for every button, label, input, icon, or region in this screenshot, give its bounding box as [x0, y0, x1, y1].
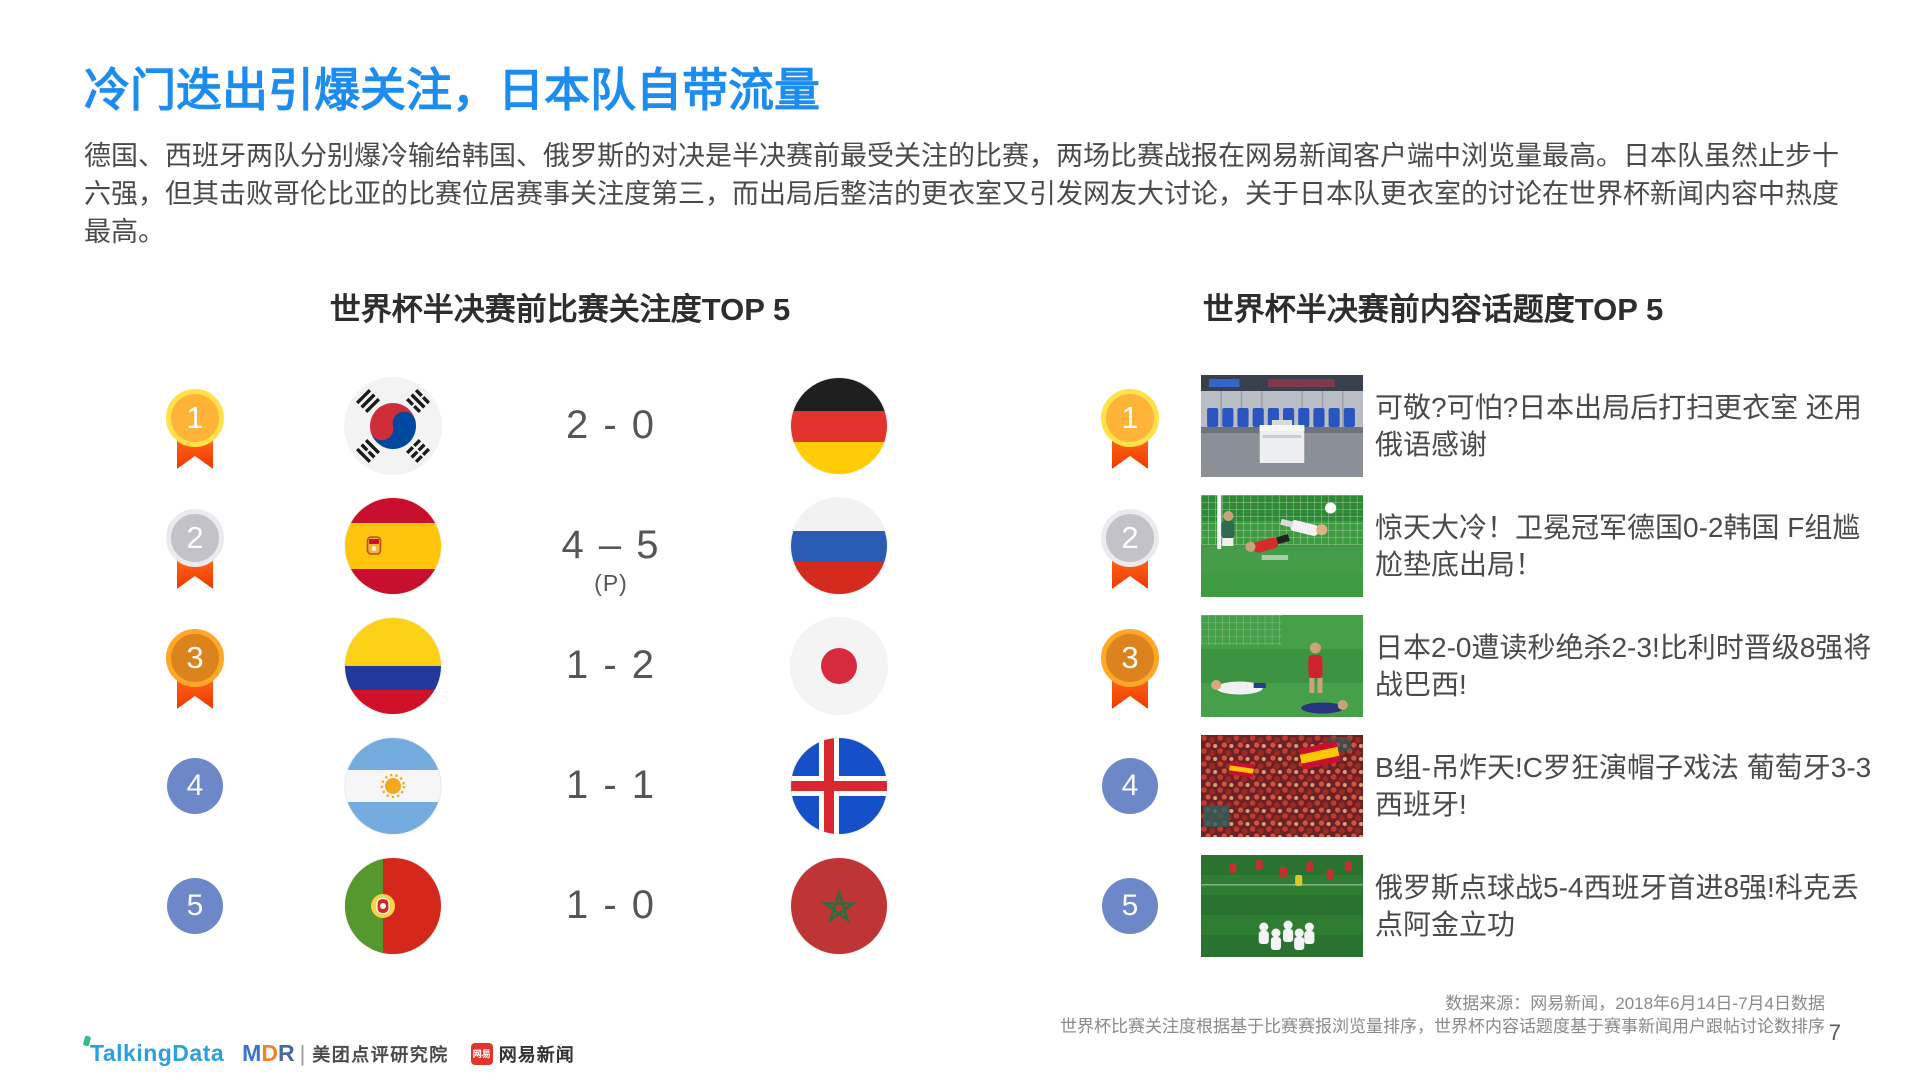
rank-number: 2	[186, 519, 204, 555]
rank-circle: 3	[1101, 628, 1159, 687]
rank-number: 1	[1121, 399, 1139, 435]
rank-medal-icon: 4	[1095, 757, 1165, 814]
match-score: 1 - 0	[565, 883, 657, 928]
news-headline: 俄罗斯点球战5-4西班牙首进8强!科克丢点阿金立功	[1375, 871, 1859, 940]
logo-divider: |	[299, 1040, 306, 1066]
talkingdata-logo: TalkingData	[84, 1040, 224, 1067]
rank-number: 4	[1121, 768, 1139, 802]
rank-medal-icon: 2	[1095, 508, 1165, 567]
netease-badge-icon: 网易	[470, 1042, 493, 1065]
rank-circle: 2	[1101, 508, 1159, 567]
rank-number: 1	[186, 399, 204, 435]
rank-circle: 5	[1102, 877, 1158, 934]
match-score: 1 - 1	[565, 763, 657, 808]
rank-number: 5	[186, 888, 204, 922]
topic-row: 3 日本2-0遭读秒绝杀2-3!比利时晋级8强将战巴西!	[1095, 606, 1901, 726]
match-score: 1 - 2	[565, 643, 657, 688]
flag-japan-icon	[791, 617, 887, 714]
match-row: 1 2 - 0	[130, 366, 930, 486]
match-row: 3 1 - 2	[130, 606, 930, 726]
rank-medal-icon: 1	[1095, 388, 1165, 447]
thumb-russia-celebration-image	[1201, 854, 1363, 957]
rank-medal-icon: 5	[1095, 877, 1165, 934]
rank-circle: 2	[166, 508, 224, 567]
data-source-note: 数据来源：网易新闻，2018年6月14日-7月4日数据 世界杯比赛关注度根据基于…	[1060, 992, 1825, 1038]
thumb-locker-room-image	[1201, 374, 1363, 477]
flag-germany-icon	[791, 377, 887, 474]
page-title: 冷门迭出引爆关注，日本队自带流量	[84, 64, 820, 116]
meituan-dianping-research-logo: MDR | 美团点评研究院	[242, 1040, 449, 1067]
topic-row: 2 惊天大冷！卫冕冠军德国0-2韩国 F组尴尬垫底出局！	[1095, 486, 1901, 606]
flag-south-korea-icon	[345, 377, 441, 474]
topic-panel: 世界杯半决赛前内容话题度TOP 5 1 可敬?可怕?日本出局后打扫更衣室 还用俄…	[1095, 291, 1901, 966]
match-row: 2 4 – 5 (P)	[130, 486, 930, 606]
rank-circle: 5	[167, 877, 223, 934]
mdr-logo-letters: MDR	[242, 1040, 294, 1067]
rank-circle: 3	[166, 628, 224, 687]
match-attention-panel: 世界杯半决赛前比赛关注度TOP 5 1 2 - 0 2 4 – 5 (P)	[130, 291, 930, 966]
flag-iceland-icon	[791, 737, 887, 834]
topic-row: 5 俄罗斯点球战5-4西班牙首进8强!科克丢点阿金立功	[1095, 846, 1901, 966]
rank-medal-icon: 3	[160, 628, 230, 687]
rank-circle: 4	[167, 757, 223, 814]
mdr-letter: R	[277, 1040, 295, 1066]
footer-logos: TalkingData MDR | 美团点评研究院 网易 网易新闻	[84, 1040, 575, 1067]
score-box: 1 - 1	[486, 763, 736, 808]
flag-colombia-icon	[345, 617, 441, 714]
news-headline: 可敬?可怕?日本出局后打扫更衣室 还用俄语感谢	[1375, 391, 1862, 460]
rank-number: 3	[186, 639, 204, 675]
rank-number: 4	[186, 768, 204, 802]
rank-circle: 4	[1102, 757, 1158, 814]
flag-spain-icon	[345, 497, 441, 594]
score-box: 1 - 2	[486, 643, 736, 688]
rank-number: 3	[1121, 639, 1139, 675]
match-row: 5 1 - 0	[130, 846, 930, 966]
flag-russia-icon	[791, 497, 887, 594]
score-box: 2 - 0	[486, 403, 736, 448]
topic-panel-title: 世界杯半决赛前内容话题度TOP 5	[1202, 291, 1664, 327]
thumb-spain-fans-image	[1201, 734, 1363, 837]
match-score: 2 - 0	[565, 403, 657, 448]
match-panel-title: 世界杯半决赛前比赛关注度TOP 5	[329, 291, 791, 327]
rank-medal-icon: 1	[160, 388, 230, 447]
news-headline: B组-吊炸天!C罗狂演帽子戏法 葡萄牙3-3西班牙!	[1375, 751, 1872, 820]
match-score: 4 – 5	[561, 523, 661, 568]
news-headline: 惊天大冷！卫冕冠军德国0-2韩国 F组尴尬垫底出局！	[1375, 511, 1861, 580]
netease-logo-label: 网易新闻	[498, 1044, 575, 1065]
content-panels: 世界杯半决赛前比赛关注度TOP 5 1 2 - 0 2 4 – 5 (P)	[0, 291, 1921, 966]
page-number: 7	[1828, 1020, 1841, 1045]
data-source-line1: 数据来源：网易新闻，2018年6月14日-7月4日数据	[1445, 994, 1825, 1013]
score-box: 1 - 0	[486, 883, 736, 928]
intro-paragraph: 德国、西班牙两队分别爆冷输给韩国、俄罗斯的对决是半决赛前最受关注的比赛，两场比赛…	[84, 140, 1839, 247]
rank-medal-icon: 4	[160, 757, 230, 814]
rank-circle: 1	[1101, 388, 1159, 447]
mdr-letter: M	[242, 1040, 262, 1066]
flag-portugal-icon	[345, 857, 441, 954]
mdr-letter: D	[261, 1040, 278, 1066]
rank-number: 5	[1121, 888, 1139, 922]
data-source-line2: 世界杯比赛关注度根据基于比赛赛报浏览量排序，世界杯内容话题度基于赛事新闻用户跟帖…	[1060, 1017, 1825, 1036]
rank-medal-icon: 5	[160, 877, 230, 934]
netease-news-logo: 网易 网易新闻	[470, 1041, 575, 1067]
news-headline: 日本2-0遭读秒绝杀2-3!比利时晋级8强将战巴西!	[1375, 631, 1872, 700]
rank-medal-icon: 3	[1095, 628, 1165, 687]
match-row: 4 1 - 1	[130, 726, 930, 846]
thumb-japan-belgium-image	[1201, 614, 1363, 717]
topic-row: 1 可敬?可怕?日本出局后打扫更衣室 还用俄语感谢	[1095, 366, 1901, 486]
mdr-logo-label: 美团点评研究院	[312, 1044, 449, 1065]
flag-argentina-icon	[345, 737, 441, 834]
rank-circle: 1	[166, 388, 224, 447]
rank-number: 2	[1121, 519, 1139, 555]
thumb-germany-korea-image	[1201, 494, 1363, 597]
flag-morocco-icon	[791, 857, 887, 954]
score-box: 4 – 5 (P)	[486, 523, 736, 596]
topic-rows: 1 可敬?可怕?日本出局后打扫更衣室 还用俄语感谢 2 惊天大冷！卫冕冠军德国0…	[1095, 366, 1901, 966]
match-rows: 1 2 - 0 2 4 – 5 (P) 3 1 - 2	[130, 366, 930, 966]
rank-medal-icon: 2	[160, 508, 230, 567]
penalty-note: (P)	[594, 570, 628, 597]
topic-row: 4 B组-吊炸天!C罗狂演帽子戏法 葡萄牙3-3西班牙!	[1095, 726, 1901, 846]
